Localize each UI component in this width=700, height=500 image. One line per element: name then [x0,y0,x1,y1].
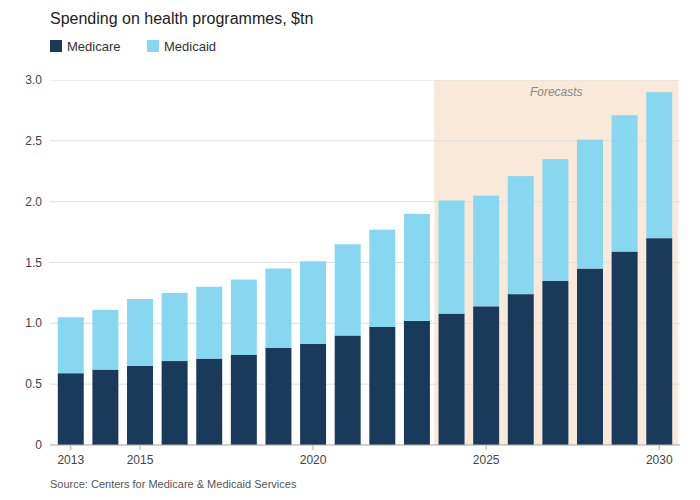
bar [508,294,534,445]
y-tick-label: 2.5 [25,134,42,148]
x-tick-label: 2020 [300,453,327,467]
x-tick [486,445,487,450]
x-tick-label: 2025 [473,453,500,467]
bar [231,355,257,445]
y-tick-label: 2.0 [25,195,42,209]
plot-area [50,80,680,445]
bar [92,310,118,370]
bar [335,244,361,335]
bar [612,252,638,445]
bar [127,299,153,366]
bar [265,348,291,445]
bar [196,359,222,445]
bar [369,327,395,445]
annotation: Forecasts [530,85,583,99]
bar [369,230,395,327]
bar [335,336,361,446]
y-tick-label: 0.5 [25,377,42,391]
bars [58,92,672,445]
x-tick [140,445,141,450]
legend-swatch [147,40,159,52]
bar [92,370,118,445]
bar [231,280,257,355]
x-tick-label: 2013 [57,453,84,467]
bar [265,269,291,348]
x-tick [313,445,314,450]
source: Source: Centers for Medicare & Medicaid … [50,478,297,490]
bar [439,314,465,445]
bar [127,366,153,445]
bar [300,261,326,344]
grid-line [50,445,680,446]
bar [646,238,672,445]
grid-line [50,80,680,81]
legend: Medicare Medicaid [50,39,216,54]
bar [508,176,534,294]
bar [196,287,222,359]
x-tick [70,445,71,450]
bar [577,140,603,269]
bar [404,214,430,321]
chart: Spending on health programmes, $tn Medica… [0,0,700,500]
bar [577,269,603,445]
legend-label: Medicaid [164,39,216,54]
bar [473,306,499,445]
bar [162,293,188,361]
legend-label: Medicare [67,39,120,54]
y-tick-label: 1.5 [25,256,42,270]
bar [404,321,430,445]
bar [542,159,568,281]
bar [439,200,465,313]
bar [612,115,638,251]
x-axis [50,445,680,446]
title: Spending on health programmes, $tn [50,10,313,27]
y-tick-label: 3.0 [25,73,42,87]
x-tick-label: 2030 [646,453,673,467]
bar [58,373,84,445]
bar [300,344,326,445]
bar [646,92,672,238]
bar [542,281,568,445]
bar [473,196,499,307]
y-tick-label: 1.0 [25,316,42,330]
bar [58,317,84,373]
x-tick [659,445,660,450]
bar [162,361,188,445]
legend-swatch [50,40,62,52]
x-tick-label: 2015 [127,453,154,467]
y-tick-label: 0 [35,438,42,452]
